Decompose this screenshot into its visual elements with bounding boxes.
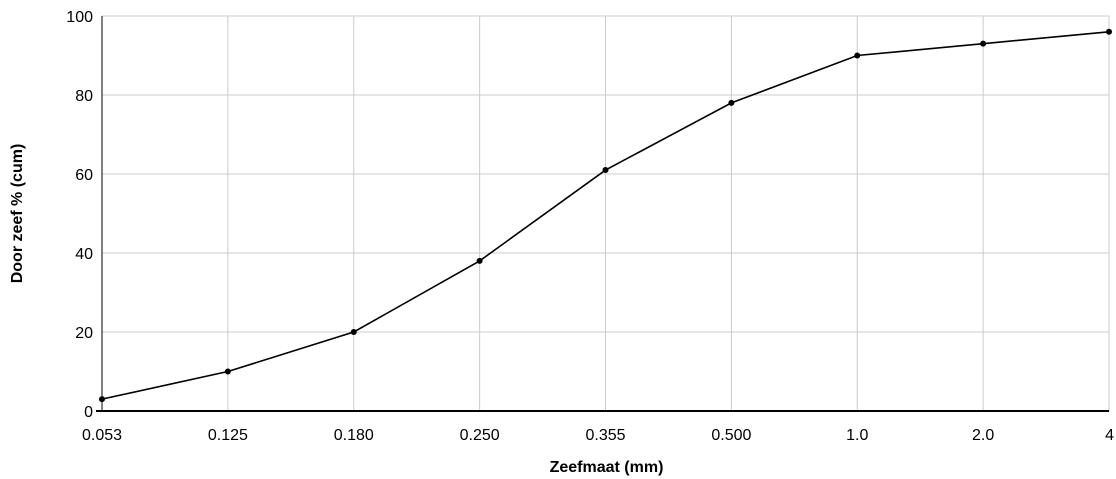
x-tick-label: 0.125 [208,427,248,444]
x-axis-title: Zeefmaat (mm) [550,459,664,476]
data-point [99,396,105,403]
y-tick-label: 60 [75,167,93,184]
y-axis-title: Door zeef % (cum) [9,144,26,284]
y-tick-labels: 0 20 40 60 80 100 [66,9,93,421]
x-tick-label: 0.500 [711,427,751,444]
x-tick-label: 1.0 [846,427,868,444]
data-point [728,99,735,106]
data-point [476,257,483,264]
y-tick-label: 40 [75,246,93,263]
data-point [1106,28,1112,35]
x-tick-label: 0.250 [460,427,500,444]
data-point [854,52,861,59]
y-tick-label: 0 [84,404,93,421]
x-tick-label: 0.355 [585,427,625,444]
data-point [350,329,357,335]
data-point [602,167,609,174]
data-point [224,368,231,375]
y-tick-label: 80 [75,88,93,105]
x-tick-label: 0.180 [334,427,374,444]
data-series [99,28,1112,403]
x-tick-label: 2.0 [972,427,994,444]
data-point [980,40,987,47]
y-tick-label: 100 [66,9,93,26]
x-tick-labels: 0.053 0.125 0.180 0.250 0.355 0.500 1.0 2.0 4 [82,427,1114,444]
axes [96,16,1109,412]
x-tick-label: 0.053 [82,427,122,444]
y-tick-label: 20 [75,325,93,342]
x-tick-label: 4 [1105,427,1114,444]
